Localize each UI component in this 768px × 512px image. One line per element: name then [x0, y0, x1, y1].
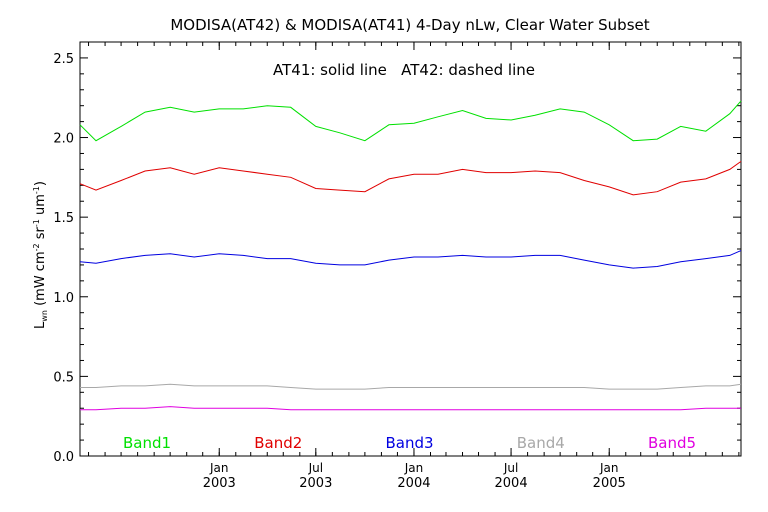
y-tick-label: 1.5 — [53, 211, 74, 226]
y-tick-label: 1.0 — [53, 291, 74, 306]
x-tick-label-month: Jan — [404, 461, 424, 475]
x-tick-label-year: 2004 — [397, 476, 430, 491]
svg-text:Lwn (mW cm-2 sr-1 um-1): Lwn (mW cm-2 sr-1 um-1) — [32, 181, 49, 329]
chart-title: MODISA(AT42) & MODISA(AT41) 4-Day nLw, C… — [170, 16, 649, 34]
legend-band3: Band3 — [385, 434, 433, 452]
y-label-um: um — [33, 194, 48, 219]
legend-band1: Band1 — [123, 434, 171, 452]
x-tick-label-month: Jan — [599, 461, 619, 475]
series-line-band1 — [79, 100, 742, 142]
legend-band4: Band4 — [517, 434, 565, 452]
y-tick-label: 2.0 — [53, 132, 74, 147]
x-tick-label-month: Jul — [308, 461, 323, 475]
plot-area: 0.00.51.01.52.02.5Jan2003Jul2003Jan2004J… — [53, 41, 742, 491]
series-line-band3 — [79, 250, 742, 269]
x-tick-label-year: 2003 — [299, 476, 332, 491]
y-label-main: L — [33, 321, 48, 329]
y-label-sup1: -2 — [32, 243, 41, 251]
line-style-annotation: AT41: solid line AT42: dashed line — [273, 61, 535, 79]
y-label-close: ) — [33, 181, 48, 186]
y-label-sup2: -1 — [32, 219, 41, 227]
legend-band5: Band5 — [648, 434, 696, 452]
x-tick-label-month: Jan — [209, 461, 229, 475]
legend-band2: Band2 — [254, 434, 302, 452]
y-tick-label: 2.5 — [53, 52, 74, 67]
y-label-sr: sr — [33, 226, 48, 243]
y-label-sup3: -1 — [32, 186, 41, 194]
y-tick-label: 0.0 — [53, 450, 74, 465]
x-tick-label-year: 2003 — [203, 476, 236, 491]
y-label-subscript: wn — [40, 310, 49, 322]
plot-frame — [79, 41, 742, 457]
series-line-band4 — [80, 383, 742, 390]
x-tick-label-year: 2004 — [495, 476, 528, 491]
y-label-units: (mW cm — [33, 251, 48, 306]
x-tick-label-month: Jul — [503, 461, 518, 475]
y-tick-label: 0.5 — [53, 370, 74, 385]
x-tick-label-year: 2005 — [593, 476, 626, 491]
series-line-band2 — [79, 160, 742, 196]
series-line-band5 — [80, 406, 741, 411]
y-axis-label: Lwn (mW cm-2 sr-1 um-1) — [32, 181, 49, 329]
